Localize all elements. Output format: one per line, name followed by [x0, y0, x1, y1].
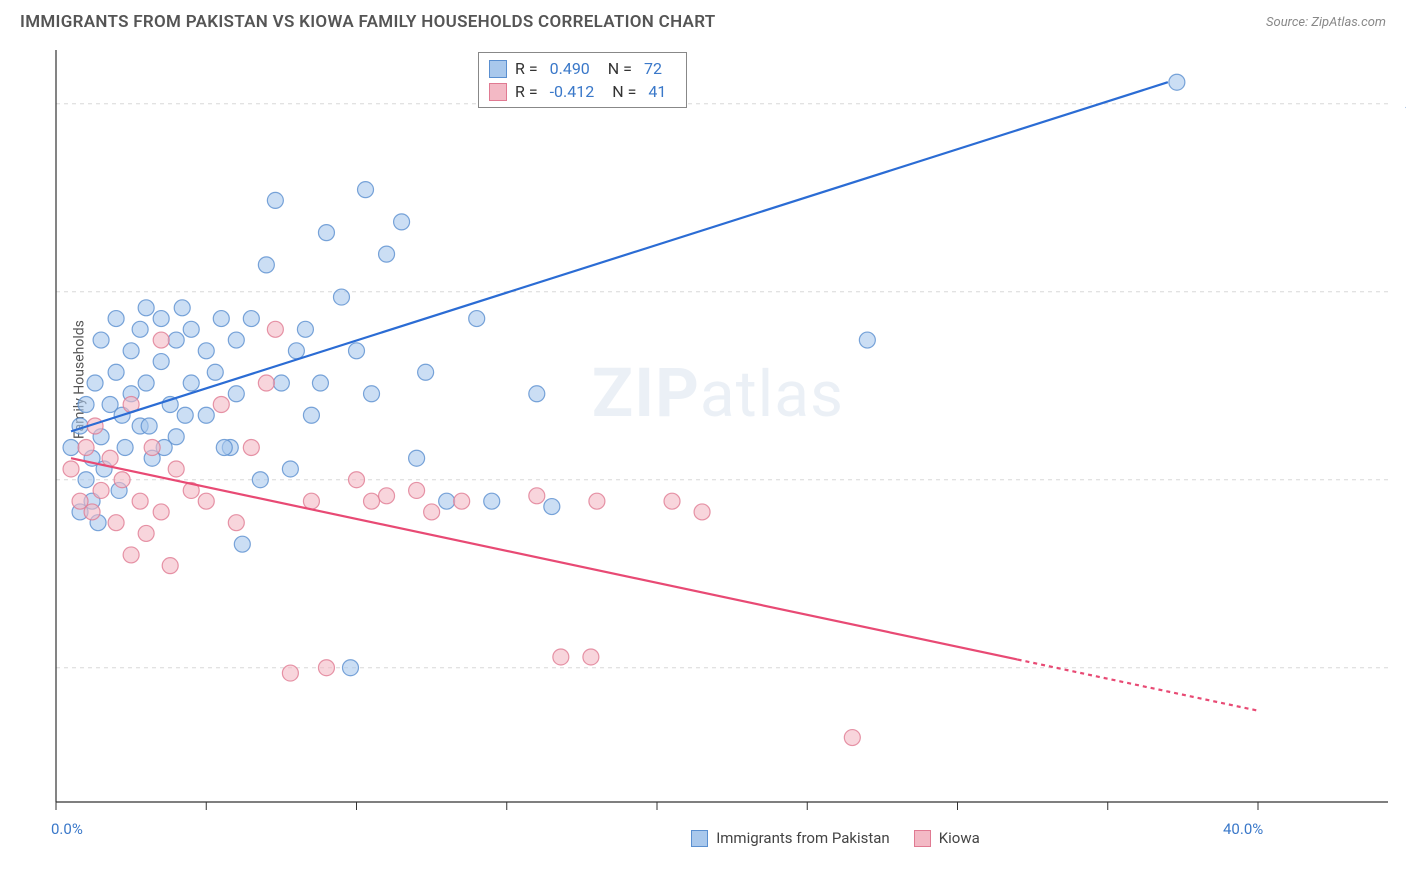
legend-swatch-1 [489, 83, 507, 101]
x-tick-label: 0.0% [51, 820, 83, 838]
bottom-swatch-1 [914, 830, 931, 847]
chart-container: Family Households ZIPatlas R = 0.490 N =… [48, 50, 1388, 812]
bottom-swatch-0 [691, 830, 708, 847]
bottom-legend-item-1: Kiowa [914, 829, 980, 847]
legend-swatch-0 [489, 60, 507, 78]
chart-source: Source: ZipAtlas.com [1266, 15, 1386, 30]
correlation-legend: R = 0.490 N = 72 R = -0.412 N = 41 [478, 52, 687, 108]
chart-header: IMMIGRANTS FROM PAKISTAN VS KIOWA FAMILY… [0, 0, 1406, 40]
bottom-legend: Immigrants from Pakistan Kiowa [691, 829, 980, 847]
legend-row-0: R = 0.490 N = 72 [489, 57, 676, 80]
scatter-plot [48, 50, 1388, 812]
bottom-legend-item-0: Immigrants from Pakistan [691, 829, 890, 847]
chart-title: IMMIGRANTS FROM PAKISTAN VS KIOWA FAMILY… [20, 12, 716, 32]
bottom-legend-label-1: Kiowa [939, 829, 980, 847]
legend-row-1: R = -0.412 N = 41 [489, 80, 676, 103]
bottom-legend-label-0: Immigrants from Pakistan [716, 829, 890, 847]
x-tick-label: 40.0% [1223, 820, 1263, 838]
